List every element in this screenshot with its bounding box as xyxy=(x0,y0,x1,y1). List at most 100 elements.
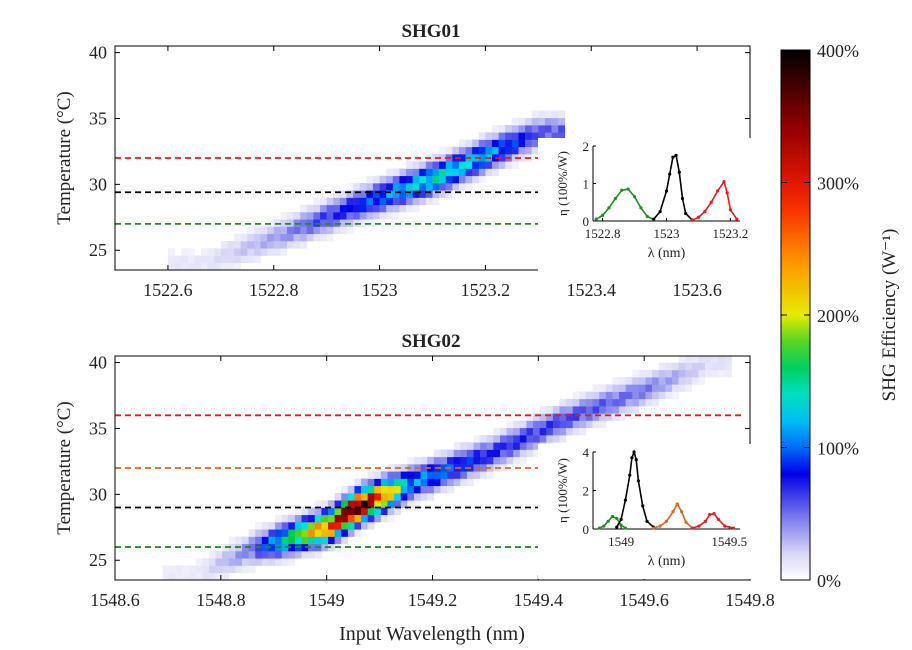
heatmap-cell xyxy=(612,406,620,414)
heatmap-cell xyxy=(167,262,175,271)
heatmap-cell xyxy=(294,507,302,516)
heatmap-cell xyxy=(367,485,375,494)
heatmap-cell xyxy=(321,514,329,523)
heatmap-cell xyxy=(498,132,506,140)
heatmap-cell xyxy=(652,398,660,407)
heatmap-cell xyxy=(320,212,327,220)
heatmap-cell xyxy=(380,471,388,479)
heatmap-cell xyxy=(247,233,255,242)
heatmap-cell xyxy=(539,420,547,429)
heatmap-cell xyxy=(685,369,693,378)
inset-background xyxy=(538,138,751,271)
heatmap-cell xyxy=(387,500,395,508)
heatmap-cell xyxy=(347,485,355,494)
x-tick-label: 1523 xyxy=(362,280,398,300)
heatmap-cell xyxy=(460,471,468,479)
heatmap-cell xyxy=(400,478,408,487)
heatmap-cell xyxy=(242,558,249,566)
x-tick-label: 1522.8 xyxy=(249,280,299,300)
heatmap-cell xyxy=(506,456,514,465)
x-tick-label: 1549.4 xyxy=(514,590,564,610)
heatmap-cell xyxy=(599,384,607,392)
heatmap-cell xyxy=(533,449,540,458)
heatmap-cell xyxy=(268,522,276,530)
heatmap-cell xyxy=(361,507,368,516)
heatmap-cell xyxy=(480,471,488,479)
heatmap-cell xyxy=(247,241,255,249)
heatmap-cell xyxy=(341,493,349,501)
heatmap-cell xyxy=(445,190,453,198)
heatmap-cell xyxy=(301,536,309,545)
heatmap-cell xyxy=(506,435,514,443)
heatmap-cell xyxy=(480,442,488,450)
heatmap-cell xyxy=(705,355,712,363)
heatmap-cell xyxy=(518,154,526,162)
heatmap-cell xyxy=(678,377,686,385)
heatmap-cell xyxy=(718,362,726,371)
heatmap-cell xyxy=(387,507,395,516)
heatmap-cell xyxy=(544,125,552,133)
heatmap-cell xyxy=(379,183,387,191)
heatmap-cell xyxy=(392,175,400,184)
heatmap-cell xyxy=(294,514,302,523)
x-axis-label: Input Wavelength (nm) xyxy=(339,623,525,645)
heatmap-cell xyxy=(566,398,574,407)
heatmap-cell xyxy=(518,139,526,148)
heatmap-cell xyxy=(286,226,294,235)
inset-point xyxy=(626,187,630,191)
colorbar: 0% 100% 200% 300% 400% SHG Efficiency (W⁻¹) xyxy=(780,41,900,591)
inset-point xyxy=(606,519,610,523)
inset-y-tick-label: 0 xyxy=(583,522,590,537)
heatmap-cell xyxy=(519,420,527,429)
heatmap-cell xyxy=(235,536,243,545)
heatmap-cell xyxy=(407,478,415,487)
heatmap-cell xyxy=(367,514,375,523)
heatmap-cell xyxy=(400,464,408,472)
heatmap-cell xyxy=(214,262,222,271)
heatmap-cell xyxy=(181,255,189,264)
heatmap-cell xyxy=(260,241,268,249)
heatmap-cell xyxy=(473,449,481,458)
heatmap-cell xyxy=(465,139,473,148)
heatmap-cell xyxy=(280,241,288,249)
heatmap-cell xyxy=(551,125,559,133)
heatmap-cell xyxy=(413,485,421,494)
heatmap-cell xyxy=(612,391,620,400)
heatmap-cell xyxy=(433,456,441,465)
heatmap-cell xyxy=(313,204,321,213)
heatmap-cell xyxy=(452,168,460,177)
inset-point xyxy=(634,458,638,462)
heatmap-cell xyxy=(162,565,170,574)
heatmap-cell xyxy=(605,384,613,392)
heatmap-cell xyxy=(293,233,301,242)
heatmap-cell xyxy=(174,262,182,271)
heatmap-cell xyxy=(346,183,354,191)
heatmap-cell xyxy=(599,406,607,414)
heatmap-cell xyxy=(300,212,308,220)
heatmap-cell xyxy=(334,529,342,537)
heatmap-cell xyxy=(326,233,334,242)
heatmap-cell xyxy=(374,493,382,501)
x-tick-label: 1548.6 xyxy=(90,590,140,610)
inset-shg01: 1522.8 1523 1523.2 0 1 2 λ (nm) η (100%/W) xyxy=(538,138,751,271)
heatmap-cell xyxy=(419,197,427,206)
inset-point xyxy=(645,214,649,219)
heatmap-cell xyxy=(174,255,182,264)
inset-point xyxy=(674,153,678,157)
heatmap-cell xyxy=(341,485,349,494)
heatmap-cell xyxy=(406,183,413,191)
heatmap-cell xyxy=(472,146,480,155)
heatmap-cell xyxy=(506,442,514,450)
heatmap-cell xyxy=(294,529,302,537)
heatmap-cell xyxy=(207,255,215,264)
heatmap-cell xyxy=(447,478,454,487)
heatmap-cell xyxy=(505,132,513,140)
heatmap-cell xyxy=(334,514,342,523)
heatmap-cell xyxy=(175,565,183,574)
inset-point xyxy=(664,189,669,193)
heatmap-cell xyxy=(314,507,322,516)
heatmap-cell xyxy=(215,565,223,574)
heatmap-cell xyxy=(724,355,732,363)
heatmap-cell xyxy=(558,132,566,140)
heatmap-cell xyxy=(288,551,296,559)
